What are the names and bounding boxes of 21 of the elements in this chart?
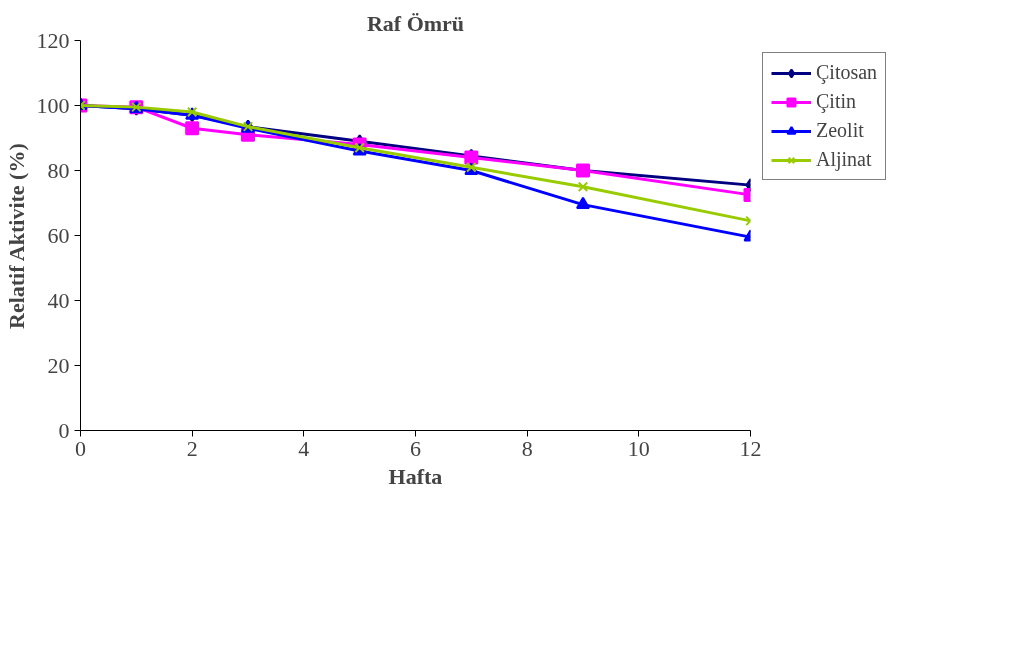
y-axis-title: Relatif Aktivite (%) [3, 143, 29, 329]
legend-label: Çitin [816, 90, 857, 113]
x-axis-title: Hafta [388, 463, 443, 489]
y-tick-label: 20 [47, 352, 70, 378]
x-tick-label: 12 [739, 435, 762, 461]
y-tick-label: 100 [36, 92, 70, 118]
legend-label: Çitosan [816, 61, 878, 84]
chart-title: Raf Ömrü [366, 10, 465, 36]
x-tick-label: 2 [186, 435, 198, 461]
y-tick-label: 120 [36, 27, 70, 53]
x-tick-label: 4 [298, 435, 310, 461]
x-tick-label: 0 [75, 435, 86, 461]
y-tick-label: 0 [58, 417, 70, 443]
x-tick-label: 8 [521, 435, 533, 461]
y-tick-label: 80 [47, 157, 70, 183]
y-tick-label: 40 [47, 287, 70, 313]
legend-label: Aljinat [816, 148, 872, 171]
x-tick-label: 6 [410, 435, 421, 461]
x-tick-label: 10 [627, 435, 650, 461]
y-tick-label: 60 [47, 222, 70, 248]
legend-label: Zeolit [816, 119, 864, 142]
